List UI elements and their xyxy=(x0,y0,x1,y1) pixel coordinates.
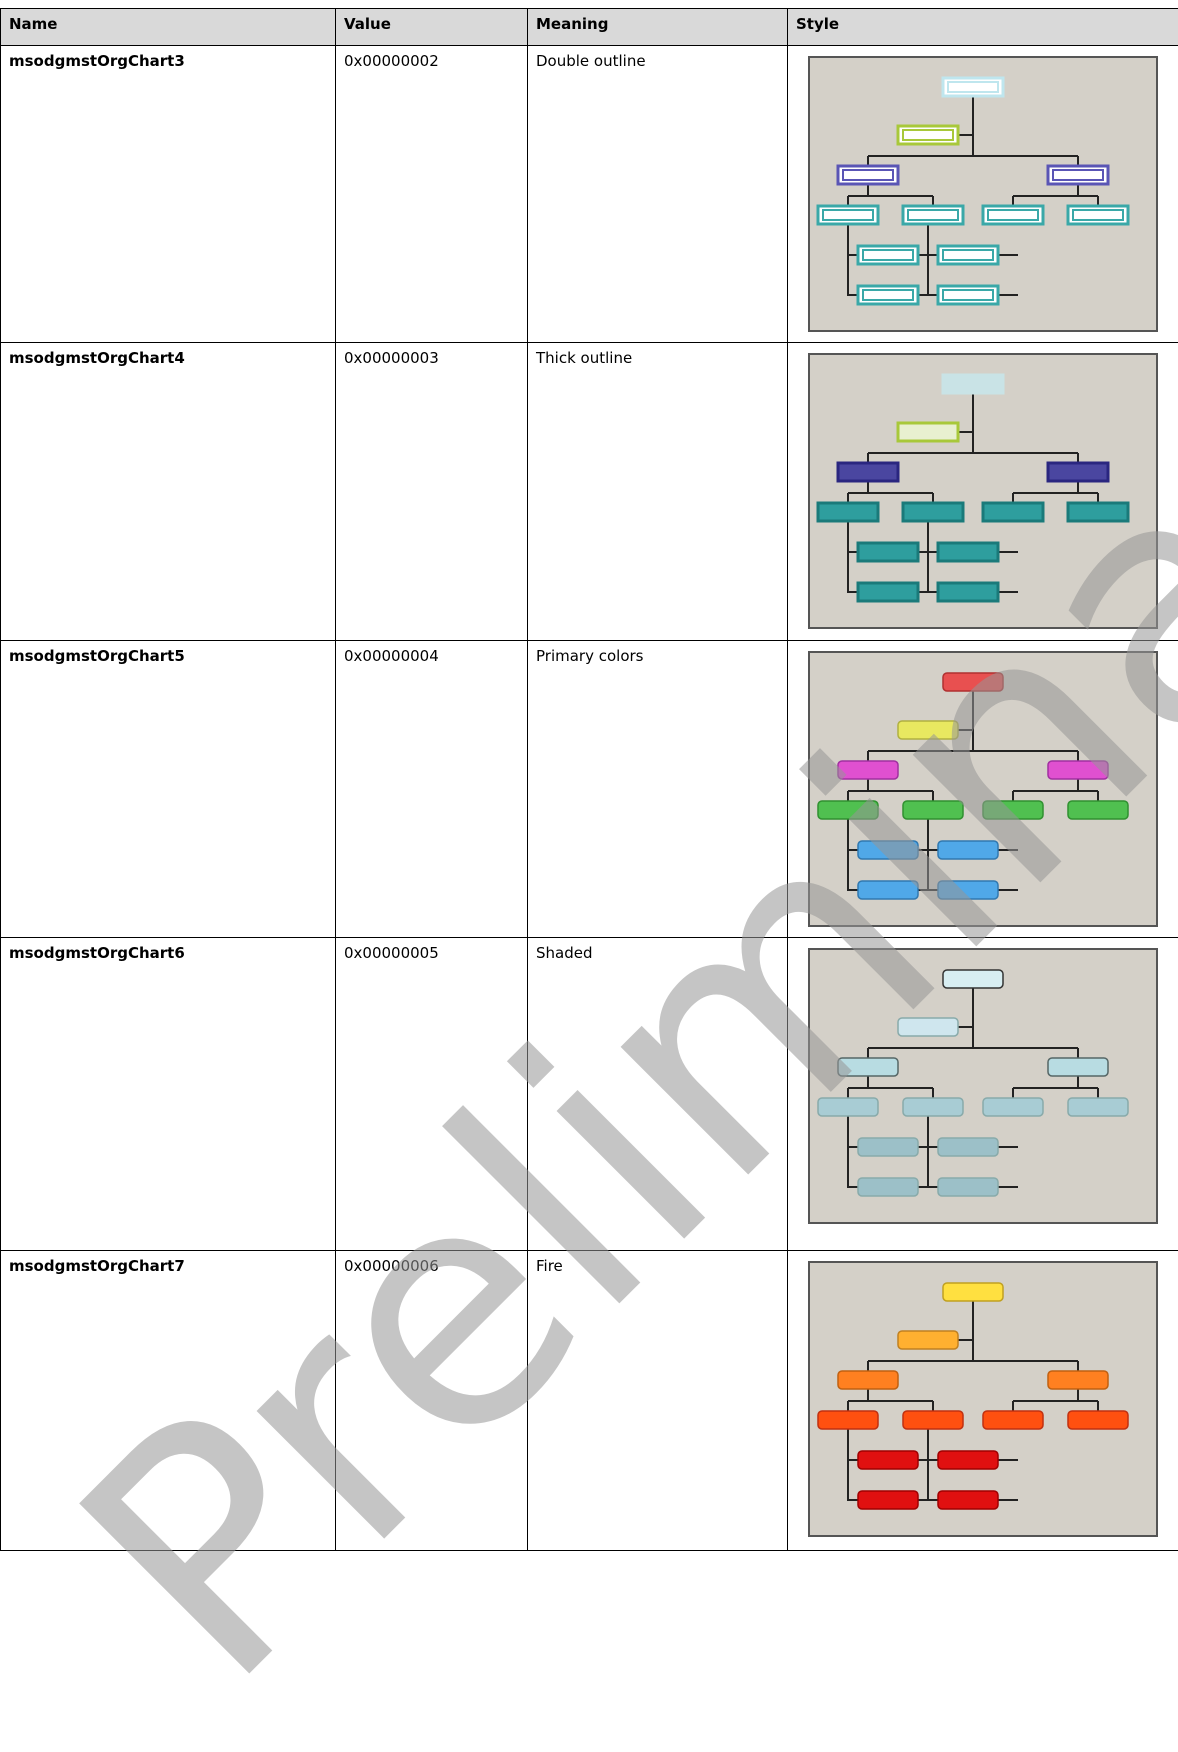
node xyxy=(903,503,963,521)
node xyxy=(898,721,958,739)
node xyxy=(1068,801,1128,819)
node xyxy=(838,463,898,481)
node xyxy=(983,1411,1043,1429)
node-inner xyxy=(988,210,1038,220)
node xyxy=(943,970,1003,988)
value-cell: 0x00000003 xyxy=(336,343,528,641)
node xyxy=(1068,1411,1128,1429)
style-cell xyxy=(788,938,1178,1251)
name-cell: msodgmstOrgChart4 xyxy=(1,343,336,641)
node xyxy=(938,841,998,859)
name-cell: msodgmstOrgChart5 xyxy=(1,641,336,938)
node xyxy=(858,1138,918,1156)
meaning-cell: Fire xyxy=(528,1251,788,1551)
node xyxy=(983,801,1043,819)
style-cell xyxy=(788,641,1178,938)
node xyxy=(838,761,898,779)
value-cell: 0x00000004 xyxy=(336,641,528,938)
node xyxy=(943,1283,1003,1301)
node xyxy=(858,841,918,859)
style-cell xyxy=(788,1251,1178,1551)
name-cell: msodgmstOrgChart7 xyxy=(1,1251,336,1551)
node xyxy=(818,801,878,819)
node-inner xyxy=(823,210,873,220)
node xyxy=(903,1411,963,1429)
page: Name Value Meaning Style msodgmstOrgChar… xyxy=(0,0,1178,1545)
node xyxy=(858,543,918,561)
node xyxy=(1048,463,1108,481)
node xyxy=(858,1451,918,1469)
node xyxy=(938,543,998,561)
node xyxy=(898,1018,958,1036)
style-cell xyxy=(788,46,1178,343)
node xyxy=(903,1098,963,1116)
node xyxy=(943,673,1003,691)
name-cell: msodgmstOrgChart3 xyxy=(1,46,336,343)
node xyxy=(818,1411,878,1429)
style-image xyxy=(808,56,1158,332)
style-image xyxy=(808,353,1158,629)
table: Name Value Meaning Style msodgmstOrgChar… xyxy=(0,8,1178,1551)
value-cell: 0x00000002 xyxy=(336,46,528,343)
value-cell: 0x00000005 xyxy=(336,938,528,1251)
node-inner xyxy=(843,170,893,180)
node-inner xyxy=(943,290,993,300)
node xyxy=(898,423,958,441)
node xyxy=(938,1491,998,1509)
node-inner xyxy=(903,130,953,140)
node-inner xyxy=(1073,210,1123,220)
node-inner xyxy=(863,290,913,300)
node xyxy=(943,375,1003,393)
node xyxy=(983,1098,1043,1116)
node xyxy=(938,1138,998,1156)
name-cell: msodgmstOrgChart6 xyxy=(1,938,336,1251)
node-inner xyxy=(948,82,998,92)
node xyxy=(903,801,963,819)
style-cell xyxy=(788,343,1178,641)
node xyxy=(1068,503,1128,521)
header-cell: Value xyxy=(336,9,528,46)
node xyxy=(858,583,918,601)
node-inner xyxy=(863,250,913,260)
node xyxy=(938,583,998,601)
node xyxy=(838,1371,898,1389)
style-image xyxy=(808,1261,1158,1537)
meaning-cell: Shaded xyxy=(528,938,788,1251)
node xyxy=(1048,1371,1108,1389)
node xyxy=(858,1178,918,1196)
header-row: Name Value Meaning Style xyxy=(1,9,1178,46)
node-inner xyxy=(908,210,958,220)
header-cell: Style xyxy=(788,9,1178,46)
header-cell: Meaning xyxy=(528,9,788,46)
node xyxy=(858,881,918,899)
node-inner xyxy=(943,250,993,260)
meaning-cell: Double outline xyxy=(528,46,788,343)
node xyxy=(1048,1058,1108,1076)
node xyxy=(1048,761,1108,779)
node xyxy=(838,1058,898,1076)
node xyxy=(1068,1098,1128,1116)
node xyxy=(938,881,998,899)
node xyxy=(898,1331,958,1349)
node xyxy=(818,1098,878,1116)
style-image xyxy=(808,651,1158,927)
node-inner xyxy=(1053,170,1103,180)
style-image xyxy=(808,948,1158,1224)
node xyxy=(818,503,878,521)
header-cell: Name xyxy=(1,9,336,46)
meaning-cell: Primary colors xyxy=(528,641,788,938)
node xyxy=(858,1491,918,1509)
node xyxy=(938,1451,998,1469)
value-cell: 0x00000006 xyxy=(336,1251,528,1551)
node xyxy=(938,1178,998,1196)
node xyxy=(983,503,1043,521)
meaning-cell: Thick outline xyxy=(528,343,788,641)
